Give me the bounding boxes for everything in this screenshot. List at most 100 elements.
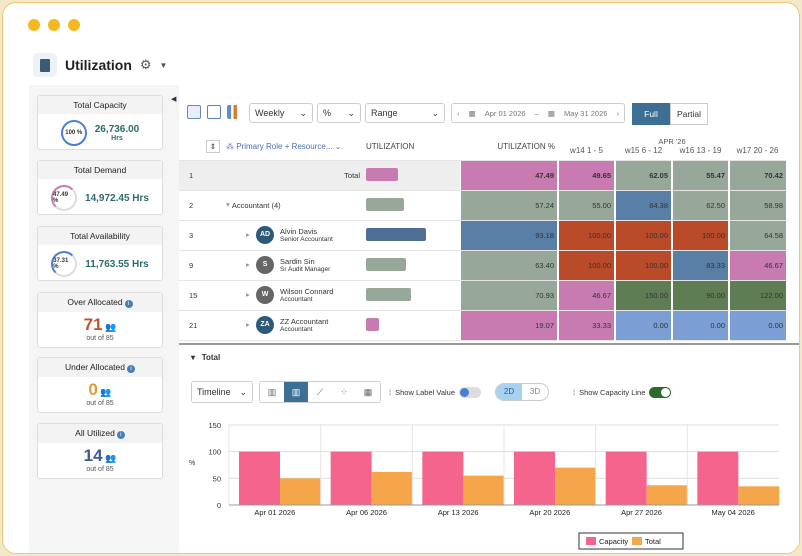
row-role: Accountant — [280, 296, 313, 303]
grid-view-icon[interactable] — [187, 105, 201, 119]
bar-total — [371, 471, 413, 505]
row-role: Senior Accountant — [280, 236, 333, 243]
people-icon: 👥 — [100, 387, 112, 397]
3d-option[interactable]: 3D — [529, 387, 541, 396]
utilization-bar — [366, 167, 398, 181]
section-toggle[interactable]: ▾ Total — [191, 353, 221, 362]
prev-icon[interactable]: ‹ — [457, 108, 460, 118]
expand-icon[interactable]: ▸ — [246, 289, 250, 299]
y-tick-label: 100 — [208, 448, 221, 457]
maximize-dot[interactable] — [68, 19, 80, 31]
expand-icon[interactable]: ▾ — [226, 200, 230, 210]
scatter-chart-icon[interactable]: ⁘ — [340, 387, 348, 397]
sort-icon[interactable]: ⇕ — [205, 139, 220, 153]
table-row[interactable]: 21 ▸ ZA ZZ Accountant Accountant 19.07 33.3… — [179, 310, 786, 341]
week-header: w17 20 - 26 — [736, 146, 779, 156]
table-row[interactable]: 1 Total 47.49 49.65 62.05 55.47 70.42 — [179, 160, 786, 191]
week-cell: 70.42 — [728, 160, 786, 191]
group-by-select[interactable]: ⁂ Primary Role + Resource... ⌄ — [223, 133, 363, 161]
kpi-total-availability: Total Availability 37.31 % 11,763.55 Hrs — [37, 226, 163, 281]
kpi-all-utilized: All Utilized i 14 👥 out of 85 — [37, 423, 163, 479]
utilization-pct-cell: 19.07 — [459, 310, 558, 341]
kpi-value: 14 — [83, 446, 103, 465]
week-cell: 100.00 — [614, 250, 672, 281]
x-tick-label: Apr 27 2026 — [621, 508, 662, 517]
expand-icon[interactable]: ▸ — [246, 229, 250, 239]
info-icon[interactable]: i — [116, 431, 125, 439]
week-cell: 100.00 — [614, 220, 672, 251]
unit-select[interactable]: % ⌄ — [317, 103, 361, 123]
2d-option[interactable]: 2D — [496, 384, 522, 400]
info-icon[interactable]: i — [127, 365, 135, 373]
row-index: 21 — [179, 310, 223, 341]
full-button[interactable]: Full — [632, 103, 670, 125]
week-cell: 58.98 — [728, 190, 786, 221]
bar-capacity — [330, 451, 372, 505]
bar-chart-icon[interactable]: ▥ — [267, 387, 277, 397]
line-chart-icon[interactable]: ⟋ — [316, 387, 324, 397]
week-cell: 100.00 — [671, 220, 729, 251]
legend-label: Capacity — [599, 537, 628, 546]
y-tick-label: 150 — [208, 421, 221, 430]
capacity-line-toggle[interactable]: ⁞ Show Capacity Line — [573, 387, 672, 398]
utilization-bar — [366, 257, 406, 271]
week-cell: 0.00 — [614, 310, 672, 341]
kpi-title: Over Allocated — [67, 297, 123, 307]
x-tick-label: May 04 2026 — [711, 508, 754, 517]
column-chart-icon[interactable]: ▥ — [284, 382, 308, 402]
row-index: 2 — [179, 190, 223, 221]
bar-total — [463, 475, 505, 505]
kpi-ring: 37.31 % — [51, 251, 78, 277]
gear-icon[interactable]: ⚙ — [139, 57, 152, 72]
week-cell: 62.50 — [671, 190, 729, 221]
week-cell: 33.33 — [557, 310, 615, 341]
row-index: 15 — [179, 280, 223, 311]
x-tick-label: Apr 06 2026 — [346, 508, 387, 517]
x-tick-label: Apr 01 2026 — [254, 508, 295, 517]
period-select[interactable]: Weekly ⌄ — [249, 103, 313, 123]
label-value-toggle[interactable]: ⁞ Show Label Value — [389, 387, 481, 398]
utilization-grid: ⇕ ⁂ Primary Role + Resource... ⌄ UTILIZA… — [179, 133, 786, 341]
expand-icon[interactable]: ▸ — [246, 319, 250, 329]
calendar-icon: ▦ — [547, 108, 555, 118]
table-row[interactable]: 2 ▾ Accountant (4) 57.24 55.00 84.38 62.50 5… — [179, 190, 786, 221]
week-cell: 122.00 — [728, 280, 786, 311]
table-row[interactable]: 15 ▸ W Wilson Connard Accountant 70.93 46.6… — [179, 280, 786, 311]
row-index: 1 — [179, 160, 223, 191]
range-select[interactable]: Range ⌄ — [365, 103, 445, 123]
main-panel: Weekly ⌄ % ⌄ Range ⌄ ‹ ▦ Apr 01 2026– ▦ May 3… — [179, 85, 799, 553]
info-icon[interactable]: i — [124, 300, 133, 308]
collapse-sidebar-icon[interactable]: ◀ — [171, 96, 177, 103]
table-row[interactable]: 3 ▸ AD Alvin Davis Senior Accountant 93.18… — [179, 220, 786, 251]
chart-view-icon[interactable] — [227, 105, 241, 119]
close-dot[interactable] — [28, 19, 40, 31]
minimize-dot[interactable] — [48, 19, 60, 31]
kpi-unit: Hrs — [111, 135, 123, 142]
kpi-of: out of 85 — [86, 466, 114, 473]
next-icon[interactable]: › — [616, 108, 619, 118]
dimension-toggle[interactable]: 2D 3D — [495, 383, 549, 401]
week-header: w15 6 - 12 — [624, 146, 663, 156]
partial-button[interactable]: Partial — [670, 103, 708, 125]
page-title: Utilization — [65, 57, 132, 73]
avatar: S — [256, 256, 275, 274]
utilization-bar — [366, 197, 404, 211]
row-name: Accountant (4) — [231, 200, 281, 210]
kpi-title: Total Availability — [38, 227, 162, 245]
legend-swatch — [586, 537, 596, 545]
week-header: w16 13 - 19 — [679, 146, 722, 156]
y-tick-label: 0 — [217, 501, 221, 510]
avatar: ZA — [256, 316, 275, 334]
date-range-picker[interactable]: ‹ ▦ Apr 01 2026– ▦ May 31 2026 › — [451, 103, 625, 123]
table-view-icon[interactable] — [207, 105, 221, 119]
utilization-pct-cell: 57.24 — [459, 190, 558, 221]
row-role: Accountant — [280, 326, 313, 333]
row-name: ZZ Accountant — [280, 317, 329, 326]
chevron-down-icon[interactable]: ▼ — [159, 60, 168, 70]
table-row[interactable]: 9 ▸ S Sardin Sin Sr Audit Manager 63.40 100… — [179, 250, 786, 281]
kpi-of: out of 85 — [86, 400, 114, 407]
area-chart-icon[interactable]: ▦ — [363, 387, 373, 397]
expand-icon[interactable]: ▸ — [246, 259, 250, 269]
col-utilization-pct: UTILIZATION % — [460, 133, 558, 161]
timeline-select[interactable]: Timeline ⌄ — [191, 381, 253, 403]
